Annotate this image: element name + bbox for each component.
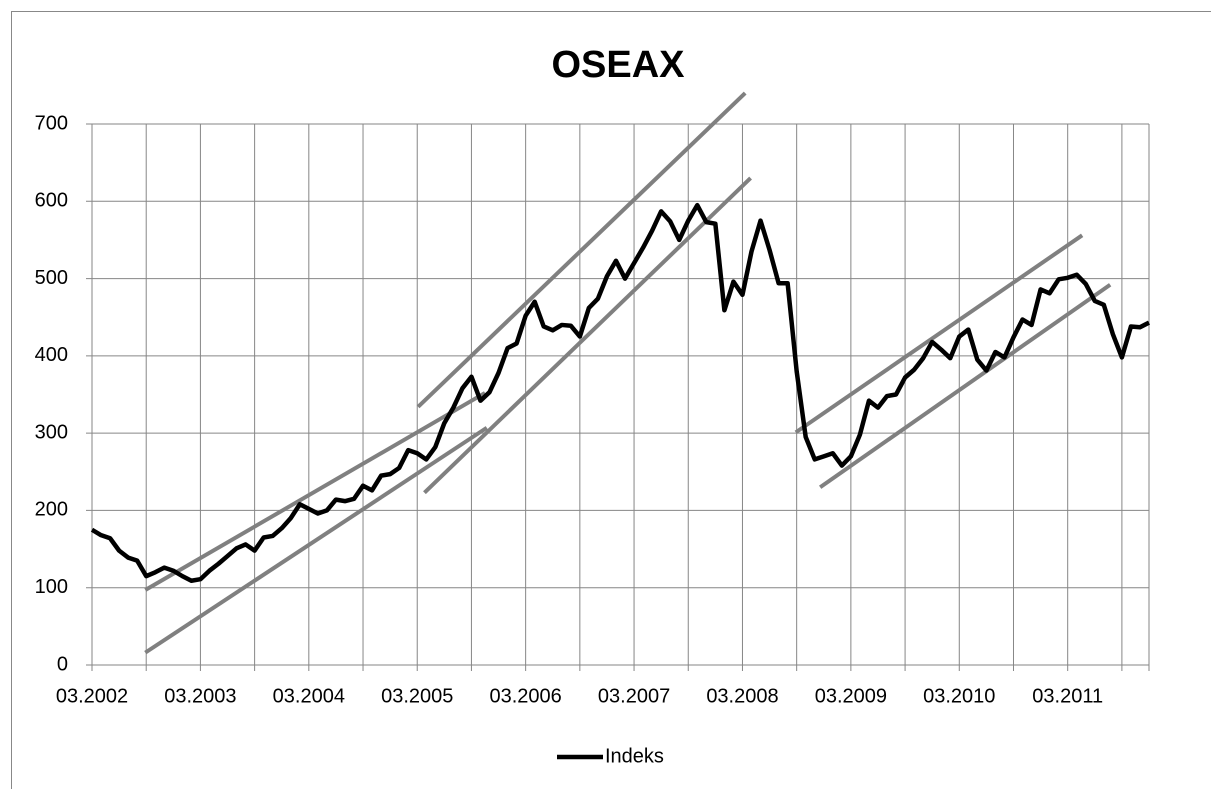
trend-line bbox=[794, 233, 1084, 435]
y-tick-label: 400 bbox=[35, 344, 68, 366]
x-tick-label: 03.2009 bbox=[815, 685, 887, 707]
y-tick-label: 500 bbox=[35, 267, 68, 289]
x-tick-label: 03.2006 bbox=[489, 685, 561, 707]
trend-line bbox=[423, 176, 752, 495]
y-tick-label: 200 bbox=[35, 499, 68, 521]
trend-line bbox=[144, 391, 486, 592]
y-tick-label: 300 bbox=[35, 421, 68, 443]
trend-line bbox=[819, 283, 1112, 489]
x-tick-label: 03.2011 bbox=[1032, 685, 1103, 707]
x-tick-label: 03.2003 bbox=[164, 685, 236, 707]
y-tick-label: 0 bbox=[57, 653, 68, 675]
x-tick-label: 03.2002 bbox=[56, 685, 128, 707]
chart-title: OSEAX bbox=[551, 44, 685, 86]
x-tick-label: 03.2005 bbox=[381, 685, 453, 707]
data-line bbox=[90, 202, 1151, 584]
y-tick-label: 100 bbox=[35, 576, 68, 598]
chart-frame bbox=[11, 11, 1211, 789]
trend-line bbox=[144, 426, 488, 655]
y-tick-label: 700 bbox=[35, 112, 68, 134]
x-tick-label: 03.2007 bbox=[598, 685, 670, 707]
y-tick-label: 600 bbox=[35, 190, 68, 212]
trend-line bbox=[416, 91, 747, 409]
x-tick-label: 03.2004 bbox=[273, 685, 345, 707]
x-tick-label: 03.2008 bbox=[706, 685, 778, 707]
x-tick-label: 03.2010 bbox=[923, 685, 995, 707]
legend-label: Indeks bbox=[605, 745, 664, 767]
